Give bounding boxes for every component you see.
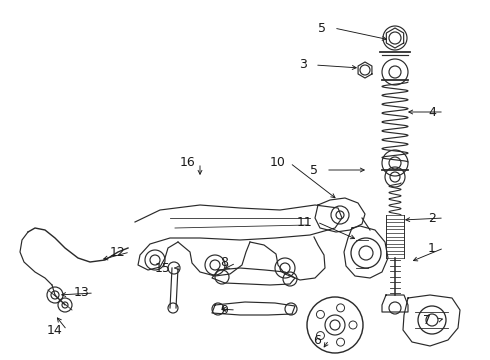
Text: 5: 5 xyxy=(310,163,318,176)
Text: 7: 7 xyxy=(423,314,431,327)
Text: 11: 11 xyxy=(297,216,313,229)
Text: 5: 5 xyxy=(318,22,326,35)
Text: 2: 2 xyxy=(428,211,436,225)
Text: 8: 8 xyxy=(220,256,228,270)
Text: 14: 14 xyxy=(47,324,63,337)
Text: 16: 16 xyxy=(180,157,196,170)
Text: 13: 13 xyxy=(74,287,90,300)
Text: 15: 15 xyxy=(155,261,171,274)
Text: 4: 4 xyxy=(428,105,436,118)
Text: 3: 3 xyxy=(299,58,307,72)
Text: 6: 6 xyxy=(313,333,321,346)
Text: 9: 9 xyxy=(220,303,228,316)
Text: 12: 12 xyxy=(110,246,126,258)
Text: 10: 10 xyxy=(270,157,286,170)
Text: 1: 1 xyxy=(428,242,436,255)
